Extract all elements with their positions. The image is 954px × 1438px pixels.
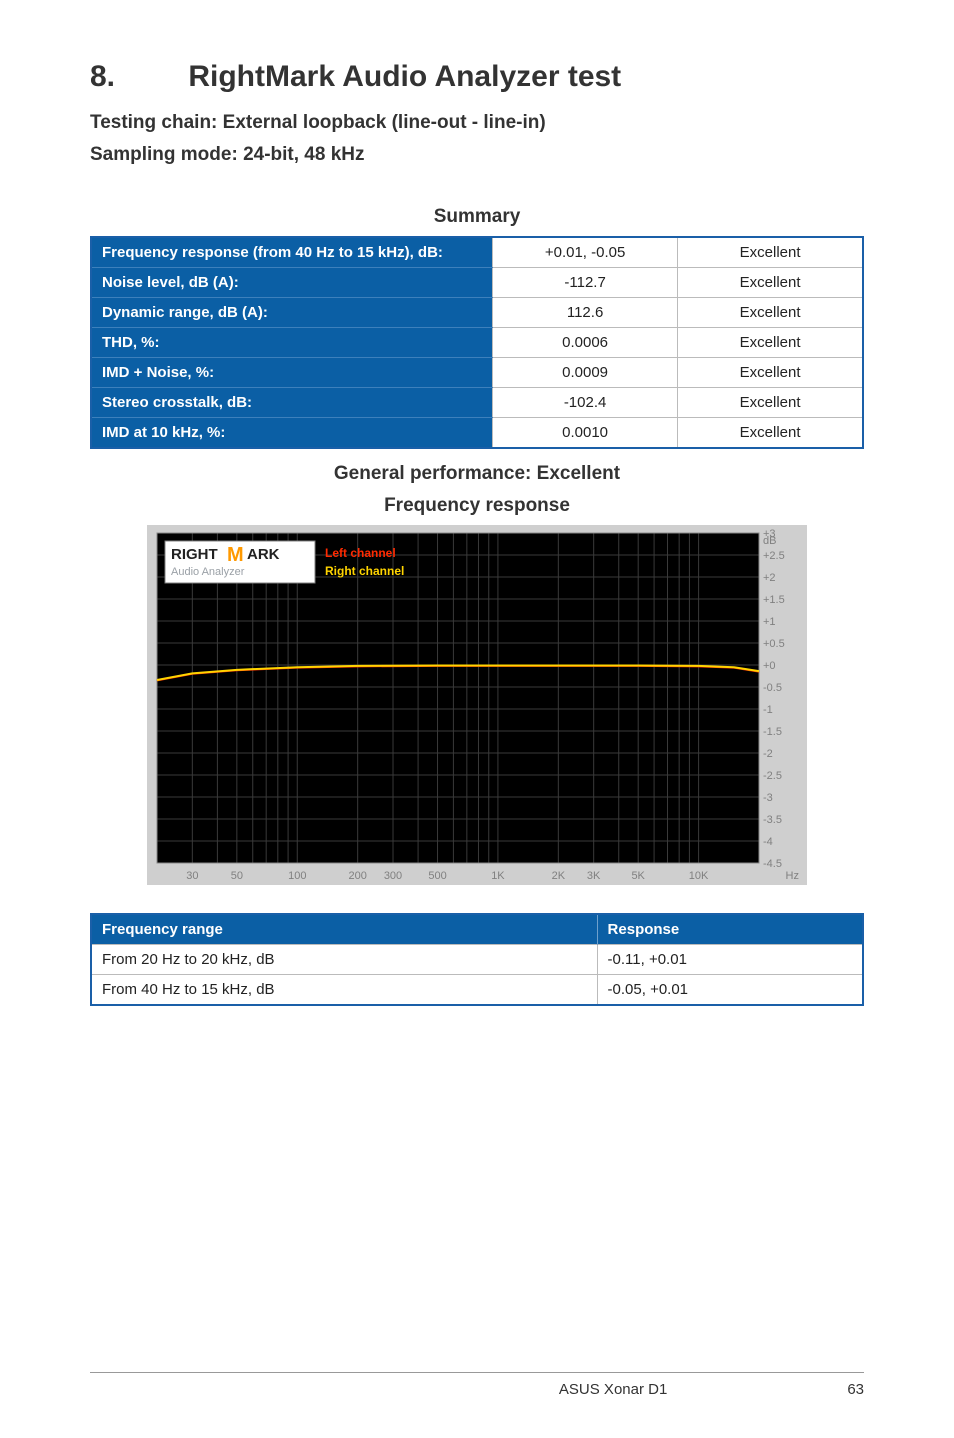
svg-text:+2: +2 xyxy=(763,572,776,584)
summary-label: IMD + Noise, %: xyxy=(91,358,492,388)
svg-text:RIGHT: RIGHT xyxy=(171,546,218,563)
table-row: THD, %:0.0006Excellent xyxy=(91,328,863,358)
table-row: Noise level, dB (A):-112.7Excellent xyxy=(91,268,863,298)
testing-chain: Testing chain: External loopback (line-o… xyxy=(90,112,864,134)
sampling-mode: Sampling mode: 24-bit, 48 kHz xyxy=(90,144,864,166)
summary-value: 0.0006 xyxy=(492,328,677,358)
summary-caption: Summary xyxy=(90,206,864,228)
svg-text:-2: -2 xyxy=(763,748,773,760)
summary-value: -112.7 xyxy=(492,268,677,298)
summary-rating: Excellent xyxy=(678,298,863,328)
svg-text:300: 300 xyxy=(384,870,402,882)
svg-text:30: 30 xyxy=(186,870,198,882)
freq-header-response: Response xyxy=(597,914,863,945)
summary-rating: Excellent xyxy=(678,418,863,449)
freq-header-range: Frequency range xyxy=(91,914,597,945)
svg-text:+1: +1 xyxy=(763,616,776,628)
summary-label: Noise level, dB (A): xyxy=(91,268,492,298)
svg-text:-4: -4 xyxy=(763,836,773,848)
footer-product: ASUS Xonar D1 xyxy=(559,1381,667,1398)
svg-text:Hz: Hz xyxy=(786,870,799,882)
svg-text:5K: 5K xyxy=(631,870,645,882)
svg-text:+0.5: +0.5 xyxy=(763,638,785,650)
summary-value: 0.0010 xyxy=(492,418,677,449)
svg-text:200: 200 xyxy=(348,870,366,882)
summary-rating: Excellent xyxy=(678,328,863,358)
freq-range-cell: From 20 Hz to 20 kHz, dB xyxy=(91,945,597,975)
table-row: IMD at 10 kHz, %:0.0010Excellent xyxy=(91,418,863,449)
table-row: IMD + Noise, %:0.0009Excellent xyxy=(91,358,863,388)
svg-text:1K: 1K xyxy=(491,870,505,882)
svg-text:-0.5: -0.5 xyxy=(763,682,782,694)
svg-text:ARK: ARK xyxy=(247,546,280,563)
frequency-response-chart: 30501002003005001K2K3K5K10KHzdB+3+2.5+2+… xyxy=(147,525,807,885)
footer-page-number: 63 xyxy=(847,1381,864,1398)
summary-value: 0.0009 xyxy=(492,358,677,388)
section-number: 8. xyxy=(90,60,180,94)
table-row: Stereo crosstalk, dB:-102.4Excellent xyxy=(91,388,863,418)
section-heading: 8. RightMark Audio Analyzer test xyxy=(90,60,864,94)
svg-text:-3.5: -3.5 xyxy=(763,814,782,826)
svg-text:+3: +3 xyxy=(763,528,776,540)
table-row: From 20 Hz to 20 kHz, dB-0.11, +0.01 xyxy=(91,945,863,975)
summary-value: -102.4 xyxy=(492,388,677,418)
freq-response-cell: -0.11, +0.01 xyxy=(597,945,863,975)
svg-text:50: 50 xyxy=(231,870,243,882)
section-title: RightMark Audio Analyzer test xyxy=(188,60,621,93)
table-row: Dynamic range, dB (A):112.6Excellent xyxy=(91,298,863,328)
svg-text:Left channel: Left channel xyxy=(325,546,396,560)
summary-rating: Excellent xyxy=(678,237,863,268)
svg-text:+1.5: +1.5 xyxy=(763,594,785,606)
svg-text:-2.5: -2.5 xyxy=(763,770,782,782)
svg-text:Audio Analyzer: Audio Analyzer xyxy=(171,566,245,578)
summary-label: IMD at 10 kHz, %: xyxy=(91,418,492,449)
summary-value: +0.01, -0.05 xyxy=(492,237,677,268)
summary-rating: Excellent xyxy=(678,388,863,418)
svg-text:-4.5: -4.5 xyxy=(763,858,782,870)
summary-label: Frequency response (from 40 Hz to 15 kHz… xyxy=(91,237,492,268)
frequency-range-table: Frequency range Response From 20 Hz to 2… xyxy=(90,913,864,1006)
svg-text:+2.5: +2.5 xyxy=(763,550,785,562)
summary-label: Dynamic range, dB (A): xyxy=(91,298,492,328)
freq-response-cell: -0.05, +0.01 xyxy=(597,975,863,1006)
svg-text:Right channel: Right channel xyxy=(325,564,404,578)
table-row: Frequency response (from 40 Hz to 15 kHz… xyxy=(91,237,863,268)
summary-value: 112.6 xyxy=(492,298,677,328)
summary-label: THD, %: xyxy=(91,328,492,358)
svg-text:-1: -1 xyxy=(763,704,773,716)
svg-text:100: 100 xyxy=(288,870,306,882)
svg-text:M: M xyxy=(227,544,244,566)
summary-label: Stereo crosstalk, dB: xyxy=(91,388,492,418)
general-performance: General performance: Excellent xyxy=(90,463,864,485)
svg-text:2K: 2K xyxy=(552,870,566,882)
summary-table: Frequency response (from 40 Hz to 15 kHz… xyxy=(90,236,864,449)
freq-response-caption: Frequency response xyxy=(90,495,864,517)
page-footer: ASUS Xonar D1 63 xyxy=(90,1372,864,1398)
svg-text:-1.5: -1.5 xyxy=(763,726,782,738)
svg-text:10K: 10K xyxy=(689,870,709,882)
summary-rating: Excellent xyxy=(678,268,863,298)
svg-text:500: 500 xyxy=(428,870,446,882)
svg-text:3K: 3K xyxy=(587,870,601,882)
svg-text:+0: +0 xyxy=(763,660,776,672)
summary-rating: Excellent xyxy=(678,358,863,388)
table-row: From 40 Hz to 15 kHz, dB-0.05, +0.01 xyxy=(91,975,863,1006)
freq-range-cell: From 40 Hz to 15 kHz, dB xyxy=(91,975,597,1006)
svg-text:-3: -3 xyxy=(763,792,773,804)
